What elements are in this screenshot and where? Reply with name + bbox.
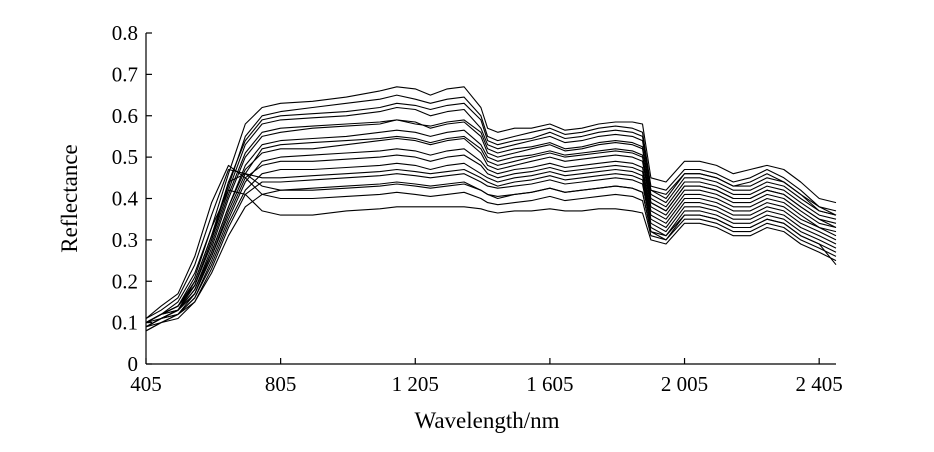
spectrum-line-1	[145, 86, 837, 324]
y-tick-label: 0.4	[112, 187, 139, 211]
spectrum-line-2	[145, 94, 837, 328]
spectrum-line-15	[145, 173, 837, 332]
spectrum-line-17	[145, 102, 837, 324]
y-tick-label: 0.2	[112, 269, 138, 293]
y-tick-label: 0.3	[112, 228, 138, 252]
y-tick-label: 0.5	[112, 145, 138, 169]
spectrum-line-5	[145, 119, 837, 324]
spectrum-line-7	[145, 137, 837, 324]
spectrum-line-14	[145, 189, 837, 324]
spectrum-line-4	[145, 119, 837, 328]
y-tick-label: 0.6	[112, 104, 138, 128]
y-tick-label: 0	[128, 352, 139, 376]
series-layer	[145, 86, 837, 332]
x-axis-title: Wavelength/nm	[414, 408, 559, 433]
spectrum-line-8	[145, 148, 837, 332]
y-tick-label: 0.1	[112, 311, 138, 335]
spectrum-line-11	[145, 168, 837, 324]
spectrum-line-9	[145, 154, 837, 324]
x-tick-label: 805	[265, 372, 297, 396]
x-tick-label: 2 005	[661, 372, 708, 396]
y-tick-label: 0.7	[112, 62, 138, 86]
spectrum-line-13	[145, 164, 837, 319]
spectrum-line-16	[145, 181, 837, 328]
x-tick-label: 1 205	[392, 372, 439, 396]
spectrum-line-10	[145, 162, 837, 328]
x-tick-label: 2 405	[796, 372, 843, 396]
spectrum-line-18	[145, 129, 837, 328]
y-axis-title: Reflectance	[57, 144, 82, 253]
y-tick-label: 0.8	[112, 21, 138, 45]
x-tick-label: 405	[130, 372, 162, 396]
ticks-layer: 0 0.1 0.2 0.3 0.4 0.5 0.6 0.7 0.8 405 805 1 205 1 60…	[112, 21, 843, 396]
x-tick-label: 1 605	[526, 372, 573, 396]
